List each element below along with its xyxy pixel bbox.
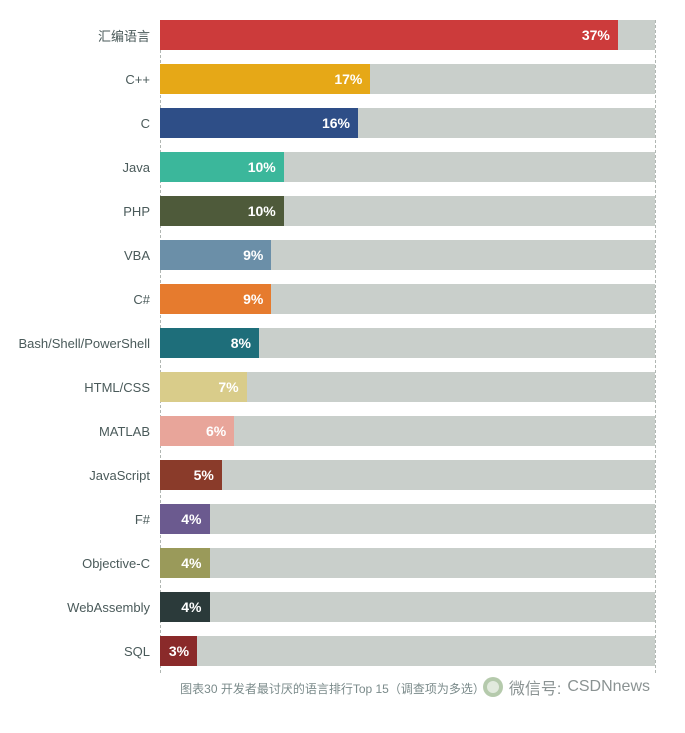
- bar-track: 37%: [160, 20, 655, 50]
- bar-row: JavaScript 5%: [10, 460, 655, 490]
- bar-row: WebAssembly 4%: [10, 592, 655, 622]
- bar-track: 10%: [160, 196, 655, 226]
- bar-fill: 10%: [160, 152, 284, 182]
- bar-track: 10%: [160, 152, 655, 182]
- category-label: C#: [10, 292, 160, 307]
- bar-value-label: 7%: [218, 379, 238, 395]
- bar-value-label: 5%: [194, 467, 214, 483]
- category-label: Bash/Shell/PowerShell: [10, 336, 160, 351]
- bar-value-label: 4%: [181, 555, 201, 571]
- bar-row: 汇编语言 37%: [10, 20, 655, 50]
- bar-value-label: 9%: [243, 291, 263, 307]
- category-label: VBA: [10, 248, 160, 263]
- bar-value-label: 8%: [231, 335, 251, 351]
- category-label: MATLAB: [10, 424, 160, 439]
- bar-fill: 10%: [160, 196, 284, 226]
- chart-caption: 图表30 开发者最讨厌的语言排行Top 15（调查项为多选）: [10, 680, 655, 697]
- bar-fill: 7%: [160, 372, 247, 402]
- bar-row: MATLAB 6%: [10, 416, 655, 446]
- bar-row: C# 9%: [10, 284, 655, 314]
- bar-fill: 4%: [160, 548, 210, 578]
- bar-value-label: 37%: [582, 27, 610, 43]
- bar-row: HTML/CSS 7%: [10, 372, 655, 402]
- bar-track: 6%: [160, 416, 655, 446]
- bar-fill: 3%: [160, 636, 197, 666]
- bar-value-label: 3%: [169, 643, 189, 659]
- category-label: Java: [10, 160, 160, 175]
- bar-value-label: 10%: [248, 203, 276, 219]
- bar-row: SQL 3%: [10, 636, 655, 666]
- bar-fill: 37%: [160, 20, 618, 50]
- bar-row: Bash/Shell/PowerShell 8%: [10, 328, 655, 358]
- bar-row: Java 10%: [10, 152, 655, 182]
- bar-value-label: 16%: [322, 115, 350, 131]
- category-label: C++: [10, 72, 160, 87]
- bar-track: 16%: [160, 108, 655, 138]
- bar-track: 3%: [160, 636, 655, 666]
- bar-track: 8%: [160, 328, 655, 358]
- category-label: F#: [10, 512, 160, 527]
- bar-track: 7%: [160, 372, 655, 402]
- bar-value-label: 9%: [243, 247, 263, 263]
- bar-track: 4%: [160, 592, 655, 622]
- bar-fill: 5%: [160, 460, 222, 490]
- bar-track: 4%: [160, 504, 655, 534]
- bar-track: 17%: [160, 64, 655, 94]
- bar-value-label: 17%: [334, 71, 362, 87]
- category-label: 汇编语言: [10, 26, 160, 45]
- bar-row: C 16%: [10, 108, 655, 138]
- bar-row: C++ 17%: [10, 64, 655, 94]
- bar-track: 9%: [160, 284, 655, 314]
- bar-track: 9%: [160, 240, 655, 270]
- category-label: WebAssembly: [10, 600, 160, 615]
- bar-value-label: 4%: [181, 511, 201, 527]
- bar-row: PHP 10%: [10, 196, 655, 226]
- bar-row: Objective-C 4%: [10, 548, 655, 578]
- category-label: C: [10, 116, 160, 131]
- bar-value-label: 6%: [206, 423, 226, 439]
- bar-track: 4%: [160, 548, 655, 578]
- bar-track: 5%: [160, 460, 655, 490]
- grid-line-end: [655, 20, 656, 673]
- bar-fill: 6%: [160, 416, 234, 446]
- category-label: SQL: [10, 644, 160, 659]
- category-label: Objective-C: [10, 556, 160, 571]
- category-label: PHP: [10, 204, 160, 219]
- bar-fill: 17%: [160, 64, 370, 94]
- bar-fill: 4%: [160, 592, 210, 622]
- bar-fill: 8%: [160, 328, 259, 358]
- bar-fill: 9%: [160, 240, 271, 270]
- bar-row: VBA 9%: [10, 240, 655, 270]
- bar-fill: 16%: [160, 108, 358, 138]
- bar-row: F# 4%: [10, 504, 655, 534]
- category-label: JavaScript: [10, 468, 160, 483]
- disliked-languages-bar-chart: 汇编语言 37% C++ 17% C 16% Java 10% PHP 10% VBA 9% C# 9% B…: [10, 20, 655, 666]
- bar-value-label: 10%: [248, 159, 276, 175]
- bar-fill: 4%: [160, 504, 210, 534]
- bar-value-label: 4%: [181, 599, 201, 615]
- category-label: HTML/CSS: [10, 380, 160, 395]
- bar-fill: 9%: [160, 284, 271, 314]
